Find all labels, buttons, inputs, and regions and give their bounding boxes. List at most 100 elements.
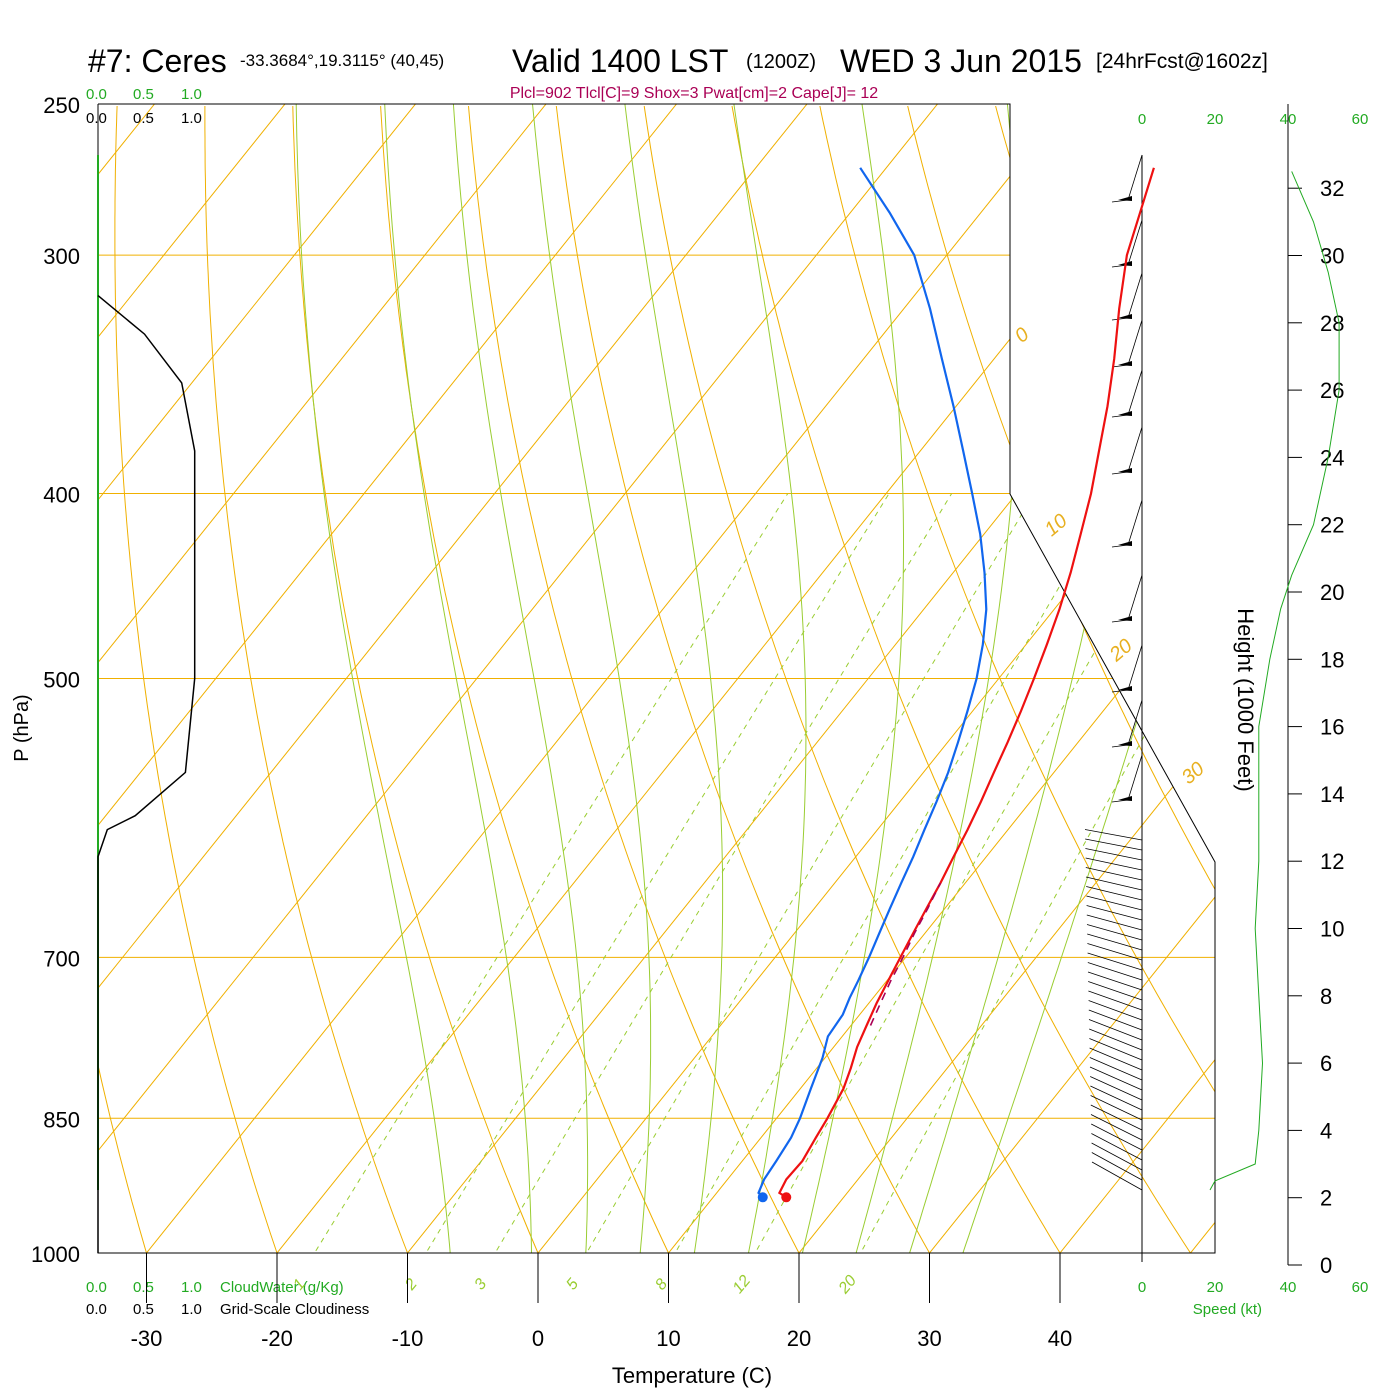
wind-barb [1111,364,1129,368]
dry-adiabat-line [1347,106,1400,1290]
pressure-tick-label: 300 [43,244,80,269]
wind-panel [1084,154,1340,1262]
wind-barb [1086,905,1143,921]
temperature-line [777,167,1155,1199]
isotherm-line [98,104,705,1253]
wind-barb [1111,619,1129,623]
wind-barb [1088,990,1143,1011]
wind-barb [1089,1047,1143,1071]
wind-barb-flag [1118,541,1132,546]
wind-barb [1127,754,1143,801]
wind-barb [1088,981,1143,1001]
forecast-info: [24hrFcst@1602z] [1096,50,1268,73]
dry-adiabat-line [555,105,952,1253]
height-tick-label: 12 [1320,849,1344,874]
wind-barb-flag [1118,468,1132,473]
moist-adiabat-line [792,104,904,1253]
wind-speed-label: Speed (kt) [1193,1301,1262,1318]
wind-barb [1127,499,1143,546]
wind-barb [1127,219,1143,266]
wind-barb [1090,1085,1143,1111]
moist-adiabat-line [715,104,807,1253]
dry-adiabat-line [819,105,1215,1253]
cloudiness-tick-top: 1.0 [181,110,202,127]
wind-barb [1090,1114,1143,1141]
height-tick-label: 18 [1320,647,1344,672]
height-tick-label: 30 [1320,244,1344,269]
height-tick-label: 14 [1320,782,1344,807]
mixing-ratio-line [401,493,890,1253]
mixing-ratio-label: 3 [471,1276,490,1294]
valid-date: WED 3 Jun 2015 [840,43,1082,79]
temperature-tick-label: 10 [656,1326,680,1351]
wind-barb [1085,838,1143,851]
dry-adiabat-line [907,105,1215,1253]
mixing-ratio-line [562,493,1035,1253]
valid-time: Valid 1400 LST [512,43,728,79]
x-axis-label: Temperature (C) [612,1363,772,1388]
cloudiness-label: Grid-Scale Cloudiness [220,1301,369,1318]
moist-adiabat-line [610,104,724,1253]
wind-speed-axis: 0 20 40 60 0 20 40 60 Speed (kt) [1138,111,1369,1318]
dry-adiabat-line [468,105,819,1253]
surface-dewpoint-point [757,1192,768,1203]
station-coords: -33.3684°,19.3115° (40,45) [240,51,444,70]
moist-adiabat-line [522,104,652,1253]
isotherm-line [896,104,1215,1253]
wind-barb [1087,933,1143,951]
dry-adiabat-line [204,106,423,1253]
mixing-ratio-label: 2 [401,1276,420,1295]
wind-barb [1088,1019,1143,1041]
height-tick-label: 24 [1320,445,1344,470]
dry-adiabat-line [731,105,1215,1253]
moist-adiabat-line [844,104,1020,1253]
isotherm-line [98,104,183,1253]
wind-tick-top: 60 [1352,111,1369,128]
wind-barb [1087,952,1143,971]
dry-adiabat-line [98,105,159,1253]
wind-barb-flag [1118,196,1132,201]
wind-barb [1111,471,1129,475]
height-tick-label: 26 [1320,378,1344,403]
isotherm-line [244,104,1215,1253]
dry-adiabat-line [380,105,687,1253]
dry-adiabat-line [995,105,1215,1253]
wind-barb [1090,1095,1143,1121]
wind-barb [1090,1104,1143,1131]
wind-barb [1111,317,1129,321]
wind-speed-line [1209,171,1340,1191]
height-tick-label: 2 [1320,1186,1332,1211]
wind-barb [1111,689,1129,693]
isotherm-line [635,104,1215,1253]
wind-barb [1085,848,1143,861]
wind-barb-flag [1118,686,1132,691]
cloudwater-axis-top: 0.0 0.5 1.0 0.0 0.5 1.0 [86,86,202,127]
wind-barb [1111,544,1129,548]
wind-barb-flag [1118,741,1132,746]
wind-barb [1127,426,1143,473]
temperature-tick-label: 40 [1048,1326,1072,1351]
wind-barb [1111,199,1129,203]
cloudiness-tick-bottom: 0.0 [86,1301,107,1318]
wind-barb [1127,272,1143,319]
cloudwater-tick-top: 0.0 [86,86,107,103]
y-axis-label: P (hPa) [11,694,33,761]
wind-barb [1086,914,1143,931]
cloudiness-tick-top: 0.0 [86,110,107,127]
height-tick-label: 22 [1320,513,1344,538]
wind-tick-bottom: 0 [1138,1279,1146,1296]
wind-barb [1090,1076,1143,1101]
temperature-tick-label: 0 [532,1326,544,1351]
isotherm-line [1157,104,1215,1253]
wind-tick-bottom: 40 [1280,1279,1297,1296]
dry-adiabat-line [292,105,555,1253]
temperature-tick-label: -30 [131,1326,163,1351]
sounding-indices: Plcl=902 Tlcl[C]=9 Shox=3 Pwat[cm]=2 Cap… [510,85,878,102]
mixing-ratio-label: 20 [835,1272,860,1297]
isotherm-line [113,104,1096,1253]
wind-barb [1127,644,1143,691]
sounding-series [757,167,1155,1203]
dry-adiabat-line [643,105,1084,1253]
